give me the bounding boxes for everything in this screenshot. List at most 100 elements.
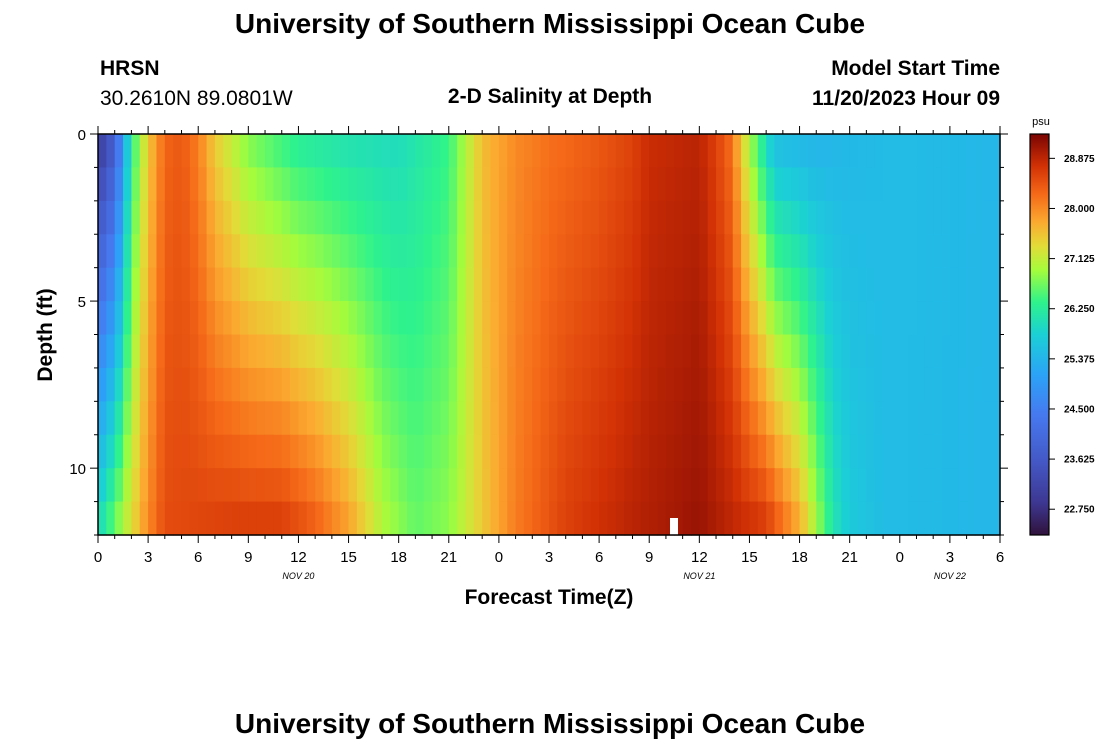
heat-cell: [983, 234, 993, 269]
heat-cell: [816, 167, 826, 202]
heat-cell: [106, 167, 116, 202]
heat-cell: [281, 167, 291, 202]
heat-cell: [791, 134, 801, 169]
heat-cell: [799, 167, 809, 202]
heat-cell: [523, 301, 533, 336]
heat-cell: [716, 301, 725, 336]
heat-cell: [189, 267, 199, 302]
heat-cell: [766, 434, 776, 469]
heat-cell: [858, 134, 867, 169]
heat-cell: [148, 200, 158, 235]
heat-cell: [98, 367, 107, 402]
heat-cell: [256, 367, 266, 402]
heat-cell: [883, 267, 893, 302]
heat-cell: [356, 434, 366, 469]
heat-cell: [849, 401, 859, 436]
heat-cell: [214, 200, 224, 235]
heat-cell: [724, 434, 734, 469]
heat-cell: [624, 301, 634, 336]
heat-cell: [173, 501, 183, 536]
heat-cell: [189, 434, 199, 469]
heat-cell: [123, 501, 133, 536]
heat-cell: [549, 234, 558, 269]
heat-cell: [640, 401, 650, 436]
heat-cell: [139, 334, 149, 369]
heat-cell: [181, 301, 191, 336]
heat-cell: [657, 134, 667, 169]
heat-cell: [749, 267, 759, 302]
heat-cell: [991, 200, 1001, 235]
heat-cell: [256, 434, 266, 469]
heat-cell: [214, 401, 224, 436]
heat-cell: [398, 267, 408, 302]
heat-cell: [206, 167, 216, 202]
heat-cell: [440, 267, 450, 302]
heat-cell: [131, 200, 141, 235]
heat-cell: [974, 267, 984, 302]
heat-cell: [749, 234, 759, 269]
heat-cell: [348, 200, 358, 235]
heat-cell: [849, 267, 859, 302]
heat-cell: [323, 401, 333, 436]
heat-cell: [958, 367, 968, 402]
heat-cell: [198, 401, 208, 436]
heat-cell: [966, 468, 976, 503]
heat-cell: [699, 267, 709, 302]
heat-cell: [816, 434, 826, 469]
x-axis-label: Forecast Time(Z): [465, 586, 634, 609]
heat-cell: [824, 200, 834, 235]
x-tick-label: 3: [946, 549, 954, 566]
heat-cell: [273, 234, 283, 269]
heat-cell: [256, 234, 266, 269]
x-tick-label: 12: [290, 549, 307, 566]
heat-cell: [916, 301, 926, 336]
heat-cell: [607, 468, 617, 503]
heat-cell: [732, 401, 742, 436]
heat-cell: [173, 234, 183, 269]
heat-cell: [791, 367, 801, 402]
heat-cell: [858, 234, 867, 269]
heat-cell: [432, 234, 442, 269]
colorbar-tick-label: 22.750: [1064, 505, 1095, 516]
heat-cell: [716, 434, 725, 469]
heat-cell: [398, 434, 408, 469]
heat-cell: [298, 434, 308, 469]
heat-cell: [490, 234, 500, 269]
heat-cell: [858, 334, 867, 369]
heat-cell: [799, 367, 809, 402]
heat-cell: [231, 401, 241, 436]
heat-cell: [782, 501, 792, 536]
heat-cell: [649, 167, 659, 202]
heat-cell: [690, 401, 700, 436]
heat-cell: [958, 401, 968, 436]
heat-cell: [799, 267, 809, 302]
heat-cell: [540, 301, 550, 336]
heat-cell: [924, 200, 934, 235]
heat-cell: [782, 434, 792, 469]
heat-cell: [766, 501, 776, 536]
heat-cell: [649, 468, 659, 503]
heat-cell: [983, 301, 993, 336]
heat-cell: [640, 200, 650, 235]
heat-cell: [407, 434, 416, 469]
heat-cell: [381, 234, 391, 269]
heat-cell: [665, 401, 675, 436]
heat-cell: [949, 401, 959, 436]
heat-cell: [849, 134, 859, 169]
heat-cell: [498, 134, 508, 169]
heat-cell: [682, 468, 692, 503]
heat-cell: [181, 134, 191, 169]
heat-cell: [198, 367, 208, 402]
salinity-heatmap-chart: 0 5 10 0 3 6 9 12 15 18 21 0 3 6 9 12 15 18 21 0 3 6 NOV 20 NO…: [34, 116, 1095, 609]
heat-cell: [966, 200, 976, 235]
heat-cell: [239, 134, 249, 169]
heat-cell: [365, 301, 375, 336]
heat-cell: [599, 401, 609, 436]
heat-cell: [908, 401, 918, 436]
heat-cell: [858, 468, 867, 503]
heat-cell: [415, 401, 425, 436]
heat-cell: [98, 200, 107, 235]
heat-cell: [173, 334, 183, 369]
heat-cell: [231, 167, 241, 202]
heat-cell: [448, 301, 458, 336]
